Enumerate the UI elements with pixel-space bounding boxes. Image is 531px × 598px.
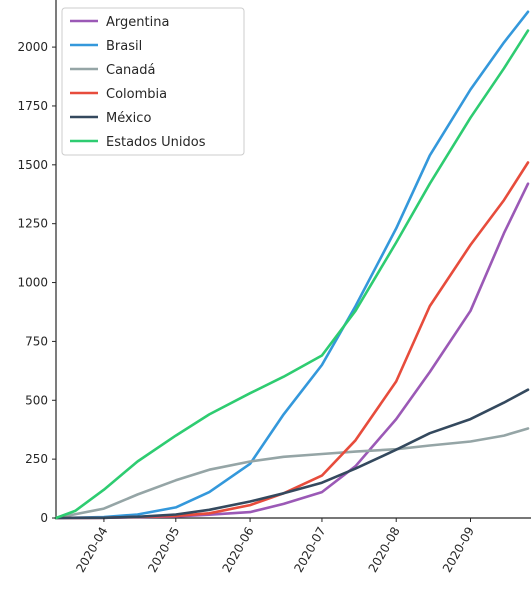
legend-label: Canadá	[106, 63, 155, 78]
series-line-argentina	[54, 182, 530, 520]
series-line-m-xico	[54, 388, 530, 520]
series-line-brasil	[54, 10, 530, 520]
x-tick-label: 2020-04	[73, 525, 110, 575]
x-tick-label: 2020-07	[291, 525, 328, 575]
y-tick-label: 1000	[17, 276, 48, 290]
legend-label: Brasil	[106, 39, 142, 54]
series-line-canad-	[54, 427, 530, 520]
series-line-colombia	[54, 161, 530, 520]
x-tick-label: 2020-05	[145, 525, 182, 575]
series-line-estados-unidos	[54, 29, 530, 520]
legend-label: Estados Unidos	[106, 135, 206, 150]
y-tick-labels: 0 250 500 750 1000 1250 1500 1750 2000	[17, 40, 56, 525]
legend: Argentina Brasil Canadá Colombia México Estad…	[61, 7, 245, 156]
x-tick-label: 2020-09	[440, 525, 477, 575]
y-tick-label: 1250	[17, 217, 48, 231]
y-tick-label: 500	[25, 393, 48, 407]
x-tick-labels: 2020-04 2020-05 2020-06 2020-07 2020-08 2020-…	[73, 518, 477, 575]
legend-label: México	[106, 111, 151, 126]
legend-box	[61, 7, 245, 156]
y-tick-label: 750	[25, 334, 48, 348]
y-tick-label: 1750	[17, 99, 48, 113]
x-tick-label: 2020-06	[219, 525, 256, 575]
y-tick-label: 2000	[17, 40, 48, 54]
x-tick-label: 2020-08	[366, 525, 403, 575]
legend-entries: Argentina Brasil Canadá Colombia México Estad…	[70, 15, 206, 150]
legend-label: Argentina	[106, 15, 169, 30]
y-tick-label: 1500	[17, 158, 48, 172]
y-tick-label: 250	[25, 452, 48, 466]
series-layer	[54, 10, 530, 520]
y-tick-label: 0	[40, 511, 48, 525]
legend-label: Colombia	[106, 87, 167, 102]
